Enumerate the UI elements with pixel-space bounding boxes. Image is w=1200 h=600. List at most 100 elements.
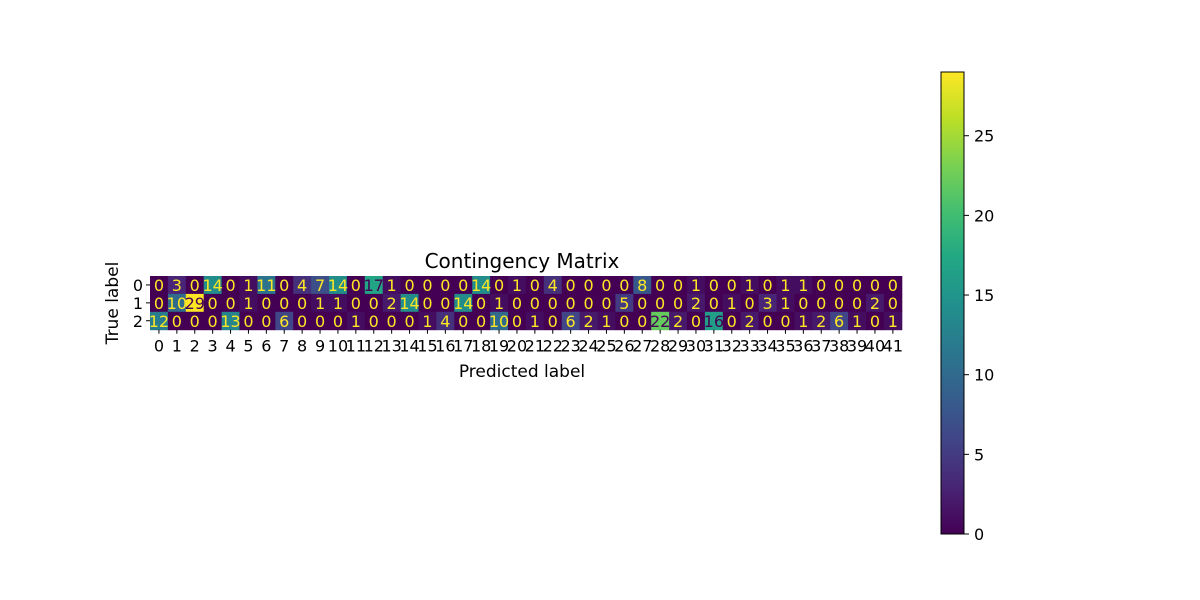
cell-annotation: 0 <box>619 312 629 331</box>
cell-annotation: 0 <box>888 294 898 313</box>
heatmap-cell <box>203 293 223 313</box>
heatmap-cell <box>579 276 598 295</box>
x-tick-label: 37 <box>811 337 831 356</box>
cell-annotation: 0 <box>816 294 826 313</box>
heatmap-cell <box>167 276 187 295</box>
x-tick-label: 12 <box>364 337 384 356</box>
heatmap-cell <box>794 276 813 295</box>
heatmap-cell <box>543 276 563 295</box>
x-tick-label: 8 <box>297 337 307 356</box>
heatmap-cell <box>615 293 634 313</box>
heatmap-cell <box>848 276 867 295</box>
x-tick-label: 29 <box>668 337 688 356</box>
cell-annotation: 17 <box>364 276 384 295</box>
x-tick-label: 10 <box>328 337 348 356</box>
heatmap-cell <box>508 293 527 313</box>
cell-annotation: 0 <box>208 312 218 331</box>
cell-annotation: 0 <box>601 276 611 295</box>
heatmap-cell <box>848 311 867 331</box>
cell-annotation: 1 <box>243 276 253 295</box>
x-tick-label: 20 <box>507 337 527 356</box>
heatmap-cell <box>490 311 509 331</box>
cell-annotation: 1 <box>798 312 808 331</box>
heatmap-cell <box>848 293 867 313</box>
cell-annotation: 2 <box>387 294 397 313</box>
cell-annotation: 22 <box>650 312 670 331</box>
cell-annotation: 0 <box>494 276 504 295</box>
heatmap-cell <box>794 311 813 331</box>
cell-annotation: 0 <box>601 294 611 313</box>
x-tick-label: 25 <box>596 337 616 356</box>
cell-annotation: 2 <box>691 294 701 313</box>
cell-annotation: 1 <box>691 276 701 295</box>
x-tick-label: 21 <box>525 337 545 356</box>
heatmap-cell <box>167 311 187 331</box>
heatmap-cell <box>651 311 670 331</box>
x-tick-label: 7 <box>279 337 289 356</box>
cell-annotation: 0 <box>458 312 468 331</box>
cell-annotation: 0 <box>548 312 558 331</box>
heatmap-cell <box>561 293 581 313</box>
heatmap-cell <box>436 311 455 331</box>
x-tick-label: 23 <box>560 337 580 356</box>
heatmap-cell <box>150 293 169 313</box>
cell-annotation: 1 <box>387 276 397 295</box>
heatmap-cell <box>758 276 777 295</box>
cell-annotation: 0 <box>673 276 683 295</box>
cell-annotation: 0 <box>297 294 307 313</box>
x-tick-label: 40 <box>865 337 885 356</box>
cell-annotation: 11 <box>256 276 276 295</box>
heatmap-cell <box>418 311 437 331</box>
cell-annotation: 10 <box>489 312 509 331</box>
heatmap-cell <box>346 276 366 295</box>
cell-annotation: 0 <box>655 294 665 313</box>
heatmap-cell <box>400 293 419 313</box>
cell-annotation: 14 <box>202 276 222 295</box>
cell-annotation: 1 <box>512 276 522 295</box>
cell-annotation: 0 <box>279 294 289 313</box>
cell-annotation: 13 <box>220 312 240 331</box>
cell-annotation: 0 <box>387 312 397 331</box>
heatmap-cell <box>150 276 169 295</box>
cell-annotation: 0 <box>476 312 486 331</box>
cell-annotation: 0 <box>888 276 898 295</box>
cell-annotation: 0 <box>834 294 844 313</box>
cell-annotation: 0 <box>583 276 593 295</box>
heatmap-cell <box>454 276 473 295</box>
heatmap-cell <box>346 293 366 313</box>
cell-annotation: 0 <box>583 294 593 313</box>
heatmap-cell <box>794 293 813 313</box>
cell-annotation: 1 <box>422 312 432 331</box>
heatmap-cell <box>508 311 527 331</box>
heatmap-cell <box>776 293 795 313</box>
cell-annotation: 7 <box>315 276 325 295</box>
heatmap-cell <box>257 293 276 313</box>
cell-annotation: 0 <box>351 294 361 313</box>
cell-annotation: 1 <box>780 276 790 295</box>
heatmap-cell <box>221 311 240 331</box>
chart-title: Contingency Matrix <box>425 249 620 273</box>
cell-annotation: 0 <box>530 294 540 313</box>
heatmap-cell <box>257 311 276 331</box>
cell-annotation: 0 <box>261 312 271 331</box>
x-tick-label: 27 <box>632 337 652 356</box>
heatmap-cell <box>830 293 849 313</box>
cell-annotation: 4 <box>297 276 307 295</box>
heatmap-cell <box>185 293 205 313</box>
heatmap-cell <box>257 276 276 295</box>
heatmap-cell <box>400 276 419 295</box>
x-tick-label: 36 <box>793 337 813 356</box>
heatmap-cell <box>597 293 616 313</box>
heatmap-cell <box>364 293 384 313</box>
heatmap-cell <box>722 293 742 313</box>
cell-annotation: 6 <box>834 312 844 331</box>
x-tick-label: 38 <box>829 337 849 356</box>
x-tick-label: 0 <box>154 337 164 356</box>
x-tick-label: 2 <box>190 337 200 356</box>
x-tick-label: 18 <box>471 337 491 356</box>
cell-annotation: 0 <box>870 276 880 295</box>
cell-annotation: 0 <box>225 294 235 313</box>
heatmap-cell <box>239 276 258 295</box>
cell-annotation: 0 <box>637 312 647 331</box>
cell-annotation: 0 <box>727 276 737 295</box>
